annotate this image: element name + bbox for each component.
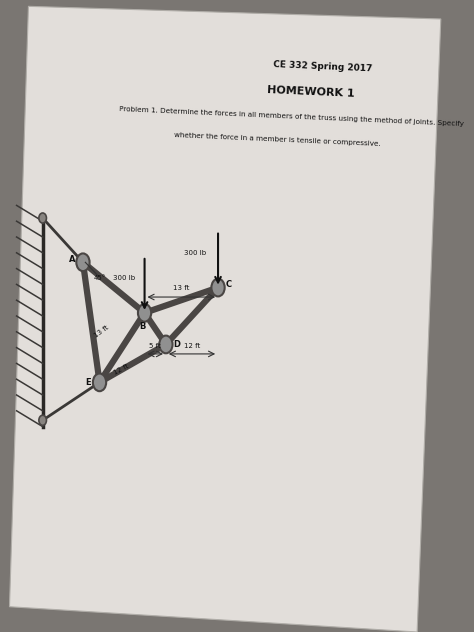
Circle shape [211, 279, 225, 296]
Circle shape [138, 304, 151, 322]
Text: 12 ft: 12 ft [112, 363, 129, 376]
Circle shape [93, 374, 106, 391]
Text: E: E [85, 378, 91, 387]
Text: B: B [139, 322, 146, 331]
Circle shape [159, 336, 173, 353]
Text: 300 lb: 300 lb [113, 275, 135, 281]
Text: 300 lb: 300 lb [184, 250, 206, 256]
Text: 13 ft: 13 ft [173, 285, 190, 291]
Text: C: C [226, 280, 231, 289]
Text: whether the force in a member is tensile or compressive.: whether the force in a member is tensile… [174, 131, 381, 147]
Text: 45°: 45° [93, 275, 106, 281]
Circle shape [76, 253, 90, 271]
Polygon shape [9, 6, 441, 632]
Text: HOMEWORK 1: HOMEWORK 1 [266, 85, 355, 99]
Text: CE 332 Spring 2017: CE 332 Spring 2017 [273, 59, 372, 73]
Circle shape [39, 415, 46, 425]
Text: 13 ft: 13 ft [93, 325, 110, 339]
Text: A: A [69, 255, 76, 264]
Text: 12 ft: 12 ft [184, 343, 200, 349]
Text: D: D [173, 340, 180, 349]
Text: 5 ft: 5 ft [149, 343, 161, 349]
Text: Problem 1. Determine the forces in all members of the truss using the method of : Problem 1. Determine the forces in all m… [119, 106, 464, 128]
Circle shape [39, 213, 46, 223]
